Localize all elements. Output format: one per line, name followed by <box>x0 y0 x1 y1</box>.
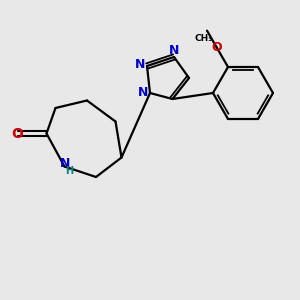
Text: O: O <box>212 41 222 54</box>
Text: N: N <box>138 86 148 100</box>
Text: N: N <box>135 58 146 71</box>
Text: O: O <box>11 127 23 140</box>
Text: N: N <box>169 44 179 57</box>
Text: H: H <box>65 166 73 176</box>
Text: CH₃: CH₃ <box>195 34 213 43</box>
Text: N: N <box>60 157 70 170</box>
